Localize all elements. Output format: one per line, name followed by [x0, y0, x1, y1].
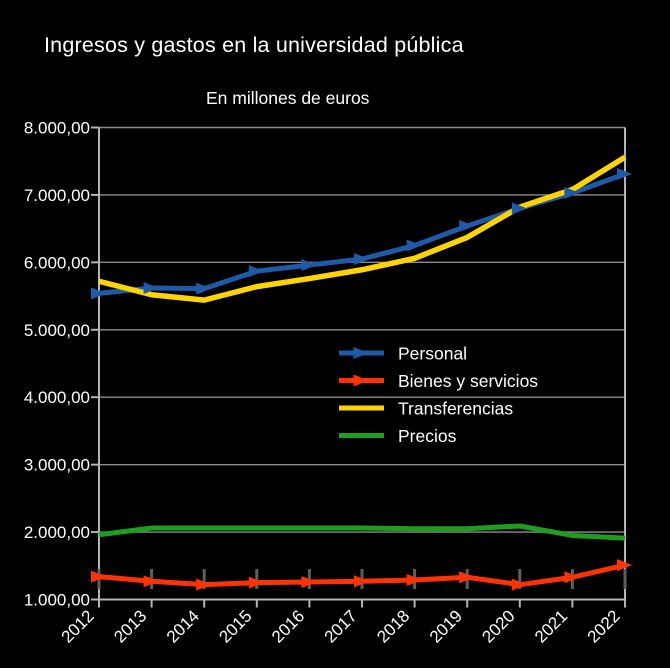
- y-tick-label: 8.000,00: [24, 119, 90, 138]
- legend-label: Personal: [398, 344, 467, 364]
- y-tick-label: 3.000,00: [24, 456, 90, 475]
- series-lines: [98, 154, 627, 588]
- arrow-marker: [459, 219, 475, 232]
- series-line-3: [98, 523, 626, 541]
- legend-item-3: Precios: [339, 426, 457, 446]
- arrow-marker: [564, 571, 580, 584]
- x-tick-label: 2017: [321, 606, 361, 646]
- arrow-marker: [143, 281, 159, 294]
- arrow-marker: [564, 186, 580, 199]
- legend: Personal Bienes y servicios Transferencias…: [339, 344, 538, 446]
- y-gridlines: [99, 126, 625, 533]
- y-tick-label: 1.000,00: [24, 591, 90, 610]
- x-tick-label: 2021: [531, 606, 571, 646]
- arrow-marker: [511, 202, 527, 215]
- x-tick-label: 2014: [163, 606, 203, 646]
- y-tick-label: 7.000,00: [24, 186, 90, 205]
- chart-title: Ingresos y gastos en la universidad públ…: [44, 33, 464, 57]
- arrow-marker: [353, 374, 369, 387]
- x-tick-label: 2013: [110, 606, 150, 646]
- arrow-marker: [196, 282, 212, 295]
- legend-label: Precios: [398, 426, 457, 446]
- x-tick-label: 2012: [58, 606, 98, 646]
- y-ticks: 1.000,00 2.000,00 3.000,00 4.000,00 5.000,00…: [24, 119, 99, 610]
- series-line-0: [98, 171, 626, 296]
- arrow-marker: [353, 347, 369, 359]
- legend-label: Transferencias: [398, 399, 513, 419]
- legend-item-1: Bienes y servicios: [339, 371, 538, 391]
- y-tick-label: 2.000,00: [24, 523, 90, 542]
- arrow-marker: [248, 576, 264, 589]
- arrow-marker: [511, 578, 527, 591]
- x-tick-label: 2015: [215, 606, 255, 646]
- arrow-marker: [196, 578, 212, 591]
- x-tick-label: 2020: [478, 606, 518, 646]
- arrow-marker: [617, 559, 632, 572]
- arrow-marker: [301, 575, 317, 588]
- x-tick-label: 2016: [268, 606, 308, 646]
- x-tick-label: 2022: [584, 606, 624, 646]
- y-tick-label: 4.000,00: [24, 388, 90, 407]
- y-tick-label: 5.000,00: [24, 321, 90, 340]
- arrow-marker: [91, 570, 106, 583]
- x-ticks: 2012 2013 2014 2015 2016 2017 2018 2019 2020 2021…: [58, 599, 626, 647]
- legend-item-2: Transferencias: [339, 399, 513, 419]
- chart-subtitle: En millones de euros: [206, 88, 370, 108]
- legend-label: Bienes y servicios: [398, 371, 538, 391]
- series-line-2: [98, 154, 627, 303]
- arrow-marker: [248, 265, 264, 278]
- y-tick-label: 6.000,00: [24, 253, 90, 272]
- arrow-marker: [354, 252, 369, 265]
- x-tick-label: 2019: [426, 606, 466, 646]
- series-markers: [91, 168, 632, 591]
- x-tick-label: 2018: [373, 606, 413, 646]
- arrow-marker: [406, 239, 422, 252]
- arrow-marker: [459, 571, 475, 584]
- arrow-marker: [143, 575, 159, 588]
- arrow-marker: [354, 575, 369, 588]
- arrow-marker: [301, 259, 317, 272]
- arrow-marker: [91, 287, 106, 300]
- legend-item-0: Personal: [339, 344, 467, 364]
- arrow-marker: [617, 168, 632, 181]
- arrow-marker: [406, 573, 422, 586]
